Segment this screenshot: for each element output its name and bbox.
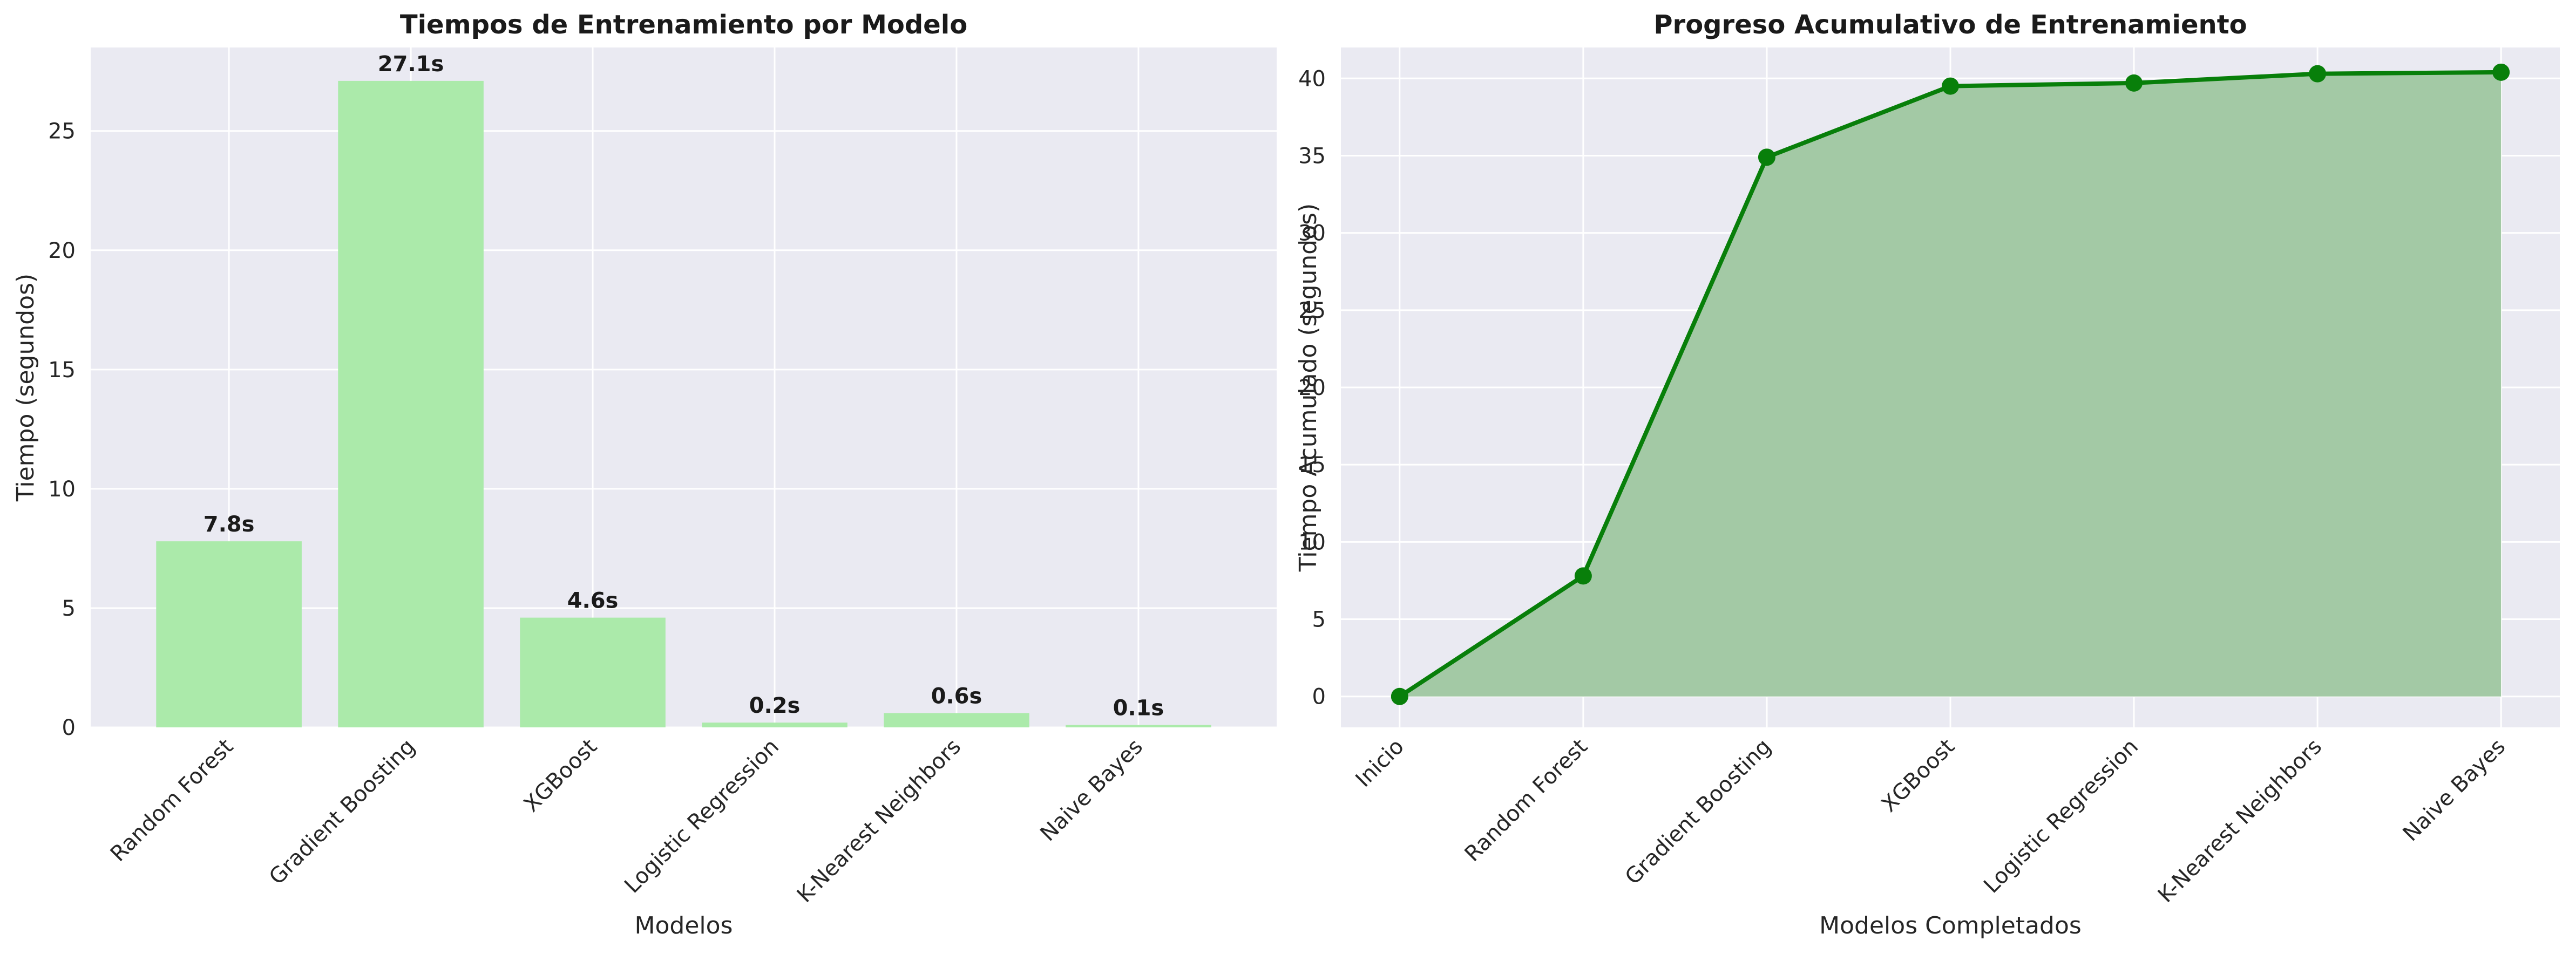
x-tick-label: Logistic Regression — [620, 734, 784, 898]
bar — [338, 80, 484, 727]
bars: 7.8s 27.1s 4.6s 0.2s 0.6s 0.1s — [156, 52, 1211, 727]
y-tick-label: 10 — [1298, 530, 1326, 555]
y-tick-labels: 0 5 10 15 20 25 30 35 40 — [1298, 66, 1326, 709]
x-tick-label: Inicio — [1351, 734, 1409, 792]
bar-value-label: 7.8s — [204, 512, 255, 537]
chart-title: Tiempos de Entrenamiento por Modelo — [400, 10, 967, 40]
x-tick-label: Gradient Boosting — [1621, 734, 1776, 890]
bar — [884, 713, 1029, 727]
y-tick-label: 25 — [48, 119, 76, 144]
x-tick-label: K-Nearest Neighbors — [2153, 734, 2327, 908]
x-tick-label: Naive Bayes — [2398, 734, 2511, 847]
y-tick-label: 15 — [48, 358, 76, 383]
x-tick-label: XGBoost — [1876, 734, 1960, 817]
x-tick-label: Random Forest — [1460, 734, 1592, 867]
y-tick-labels: 0 5 10 15 20 25 — [48, 119, 76, 740]
x-axis-label: Modelos Completados — [1819, 912, 2082, 939]
data-point — [2125, 74, 2143, 92]
y-tick-label: 0 — [1312, 685, 1326, 710]
bar-value-label: 4.6s — [567, 589, 619, 614]
y-tick-label: 35 — [1298, 144, 1326, 168]
x-tick-label: XGBoost — [519, 734, 602, 817]
bar — [520, 617, 666, 727]
bar — [702, 723, 848, 727]
x-tick-labels: Inicio Random Forest Gradient Boosting XGBo… — [1351, 734, 2511, 908]
x-tick-label: Naive Bayes — [1035, 734, 1148, 847]
data-point — [2309, 65, 2327, 83]
y-axis-label: Tiempo Acumulado (segundos) — [1294, 203, 1322, 573]
x-tick-label: Random Forest — [106, 734, 238, 867]
bar-value-label: 27.1s — [378, 52, 444, 77]
bar-chart-training-times: Tiempos de Entrenamiento por Modelo 7.8s… — [12, 10, 1277, 939]
y-tick-label: 15 — [1298, 453, 1326, 478]
y-tick-label: 40 — [1298, 66, 1326, 91]
x-axis-label: Modelos — [635, 912, 733, 939]
y-tick-label: 30 — [1298, 221, 1326, 246]
data-point — [1942, 77, 1959, 95]
y-tick-label: 0 — [62, 716, 76, 740]
y-axis-label: Tiempo (segundos) — [12, 274, 39, 502]
x-tick-label: Gradient Boosting — [265, 734, 420, 890]
bar-value-label: 0.2s — [749, 693, 801, 718]
x-tick-labels: Random Forest Gradient Boosting XGBoost Log… — [106, 734, 1148, 908]
y-tick-label: 5 — [1312, 608, 1326, 632]
y-tick-label: 20 — [48, 238, 76, 263]
chart-title: Progreso Acumulativo de Entrenamiento — [1653, 10, 2247, 40]
y-tick-label: 10 — [48, 477, 76, 502]
bar-value-label: 0.6s — [931, 684, 982, 708]
bar — [1066, 725, 1211, 727]
bar-value-label: 0.1s — [1113, 696, 1164, 721]
area-series — [1391, 63, 2510, 705]
data-point — [1574, 567, 1592, 585]
data-point — [2492, 63, 2510, 81]
x-tick-label: K-Nearest Neighbors — [792, 734, 966, 908]
x-tick-label: Logistic Regression — [1979, 734, 2143, 898]
data-point — [1758, 148, 1775, 166]
y-tick-label: 20 — [1298, 376, 1326, 400]
data-point — [1391, 687, 1408, 705]
y-tick-label: 5 — [62, 596, 76, 621]
y-tick-label: 25 — [1298, 298, 1326, 323]
bar — [156, 541, 302, 727]
area-fill — [1399, 72, 2502, 697]
area-chart-cumulative-progress: Progreso Acumulativo de Entrenamiento 0 5… — [1294, 10, 2560, 939]
